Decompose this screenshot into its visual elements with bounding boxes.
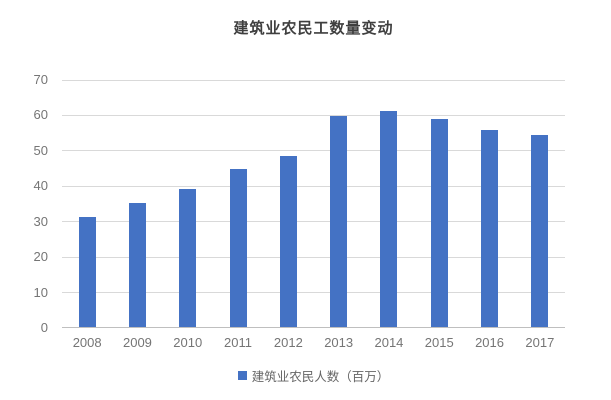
- gridline: [62, 256, 565, 258]
- x-tick-label-2014: 2014: [374, 335, 404, 350]
- legend: 建筑业农民人数（百万）: [62, 366, 565, 385]
- y-tick-label: 30: [33, 213, 48, 229]
- legend-swatch-icon: [237, 371, 247, 380]
- x-tick-label-2012: 2012: [273, 335, 303, 350]
- y-tick-label: 10: [33, 284, 48, 300]
- x-tick-label-2017: 2017: [525, 335, 555, 350]
- x-tick-label-2010: 2010: [173, 335, 203, 350]
- x-tick-label-2011: 2011: [224, 335, 253, 350]
- gridline: [62, 114, 565, 116]
- gridline: [62, 221, 565, 223]
- y-tick-label: 0: [40, 320, 48, 335]
- chart-title: 建筑业农民工数量变动: [233, 20, 394, 37]
- bar-2010: [179, 189, 197, 327]
- y-tick-label: 60: [33, 107, 48, 123]
- bar-2008: [78, 217, 96, 327]
- y-tick-label: 40: [33, 178, 48, 194]
- x-tick-label-2016: 2016: [475, 335, 504, 350]
- plot-area: [62, 79, 565, 328]
- bar-2012: [279, 155, 297, 327]
- x-tick-label-2009: 2009: [122, 335, 152, 350]
- x-tick-label-2013: 2013: [324, 335, 354, 350]
- gridline: [62, 185, 565, 187]
- bar-2013: [330, 115, 348, 327]
- bar-2014: [380, 110, 398, 327]
- y-tick-label: 50: [33, 142, 48, 158]
- bar-2011: [229, 168, 247, 327]
- bar-2015: [430, 119, 448, 327]
- gridline: [62, 292, 565, 294]
- gridline: [62, 79, 565, 81]
- y-tick-label: 70: [33, 72, 48, 87]
- legend-label: 建筑业农民人数（百万）: [251, 370, 390, 384]
- x-tick-label-2015: 2015: [424, 335, 454, 350]
- gridline: [62, 150, 565, 152]
- bar-2017: [531, 134, 549, 327]
- y-tick-label: 20: [33, 249, 48, 265]
- x-tick-label-2008: 2008: [72, 335, 102, 350]
- bar-2009: [128, 203, 146, 327]
- bar-2016: [481, 130, 499, 327]
